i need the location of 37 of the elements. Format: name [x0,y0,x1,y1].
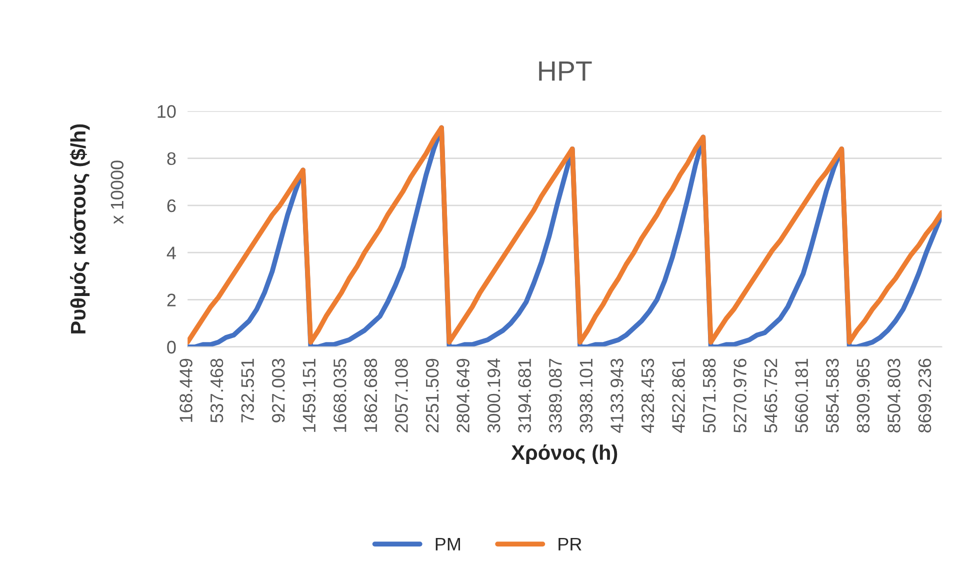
x-tick-label: 4522.861 [672,358,685,433]
y-tick-label: 8 [167,152,176,166]
x-tick-label: 5071.588 [702,358,716,433]
y-tick-label: 4 [166,246,176,260]
y-tick-label: 2 [167,294,176,306]
x-tick-label: 732.551 [241,358,254,422]
x-tick-label: 3938.101 [580,358,593,433]
chart-title: HPT [539,61,592,81]
x-tick-label: 5854.583 [826,358,839,433]
text: x 10000 [110,160,124,224]
x-tick-label: 537.468 [210,358,224,423]
x-tick-label: 2804.649 [456,358,470,432]
legend-label: PR [558,538,582,550]
legend-label: PM [436,538,460,550]
x-tick-label: 927.003 [272,358,285,422]
y-tick-label: 10 [158,105,176,118]
x-tick-label: 5270.976 [734,358,746,433]
x-tick-label: 168.449 [180,358,192,422]
x-tick-label: 8504.803 [888,358,900,432]
x-tick-label: 1459.151 [302,358,316,432]
x-tick-label: 8699.236 [918,358,932,432]
x-tick-label: 5465.752 [764,358,778,433]
x-tick-label: 1668.035 [334,358,346,432]
x-tick-label: 8309.965 [856,358,870,432]
x-tick-label: 4328.453 [641,358,654,433]
x-tick-label: 3000.194 [487,358,500,433]
x-tick-label: 3194.681 [518,358,531,433]
x-axis-title: Χρόνος (h) [511,444,618,464]
x-tick-label: 3389.087 [548,358,562,433]
x-tick-label: 4133.943 [610,358,624,433]
x-tick-label: 2251.509 [426,358,439,432]
x-tick-label: 5660.181 [795,358,808,433]
y-tick-label: 6 [167,199,176,212]
x-tick-label: 2057.108 [395,358,408,432]
y-tick-label: 0 [167,340,176,354]
x-tick-label: 1862.688 [364,358,378,432]
y-axis-title: Ρυθμός κόστους ($/h) [70,124,90,334]
